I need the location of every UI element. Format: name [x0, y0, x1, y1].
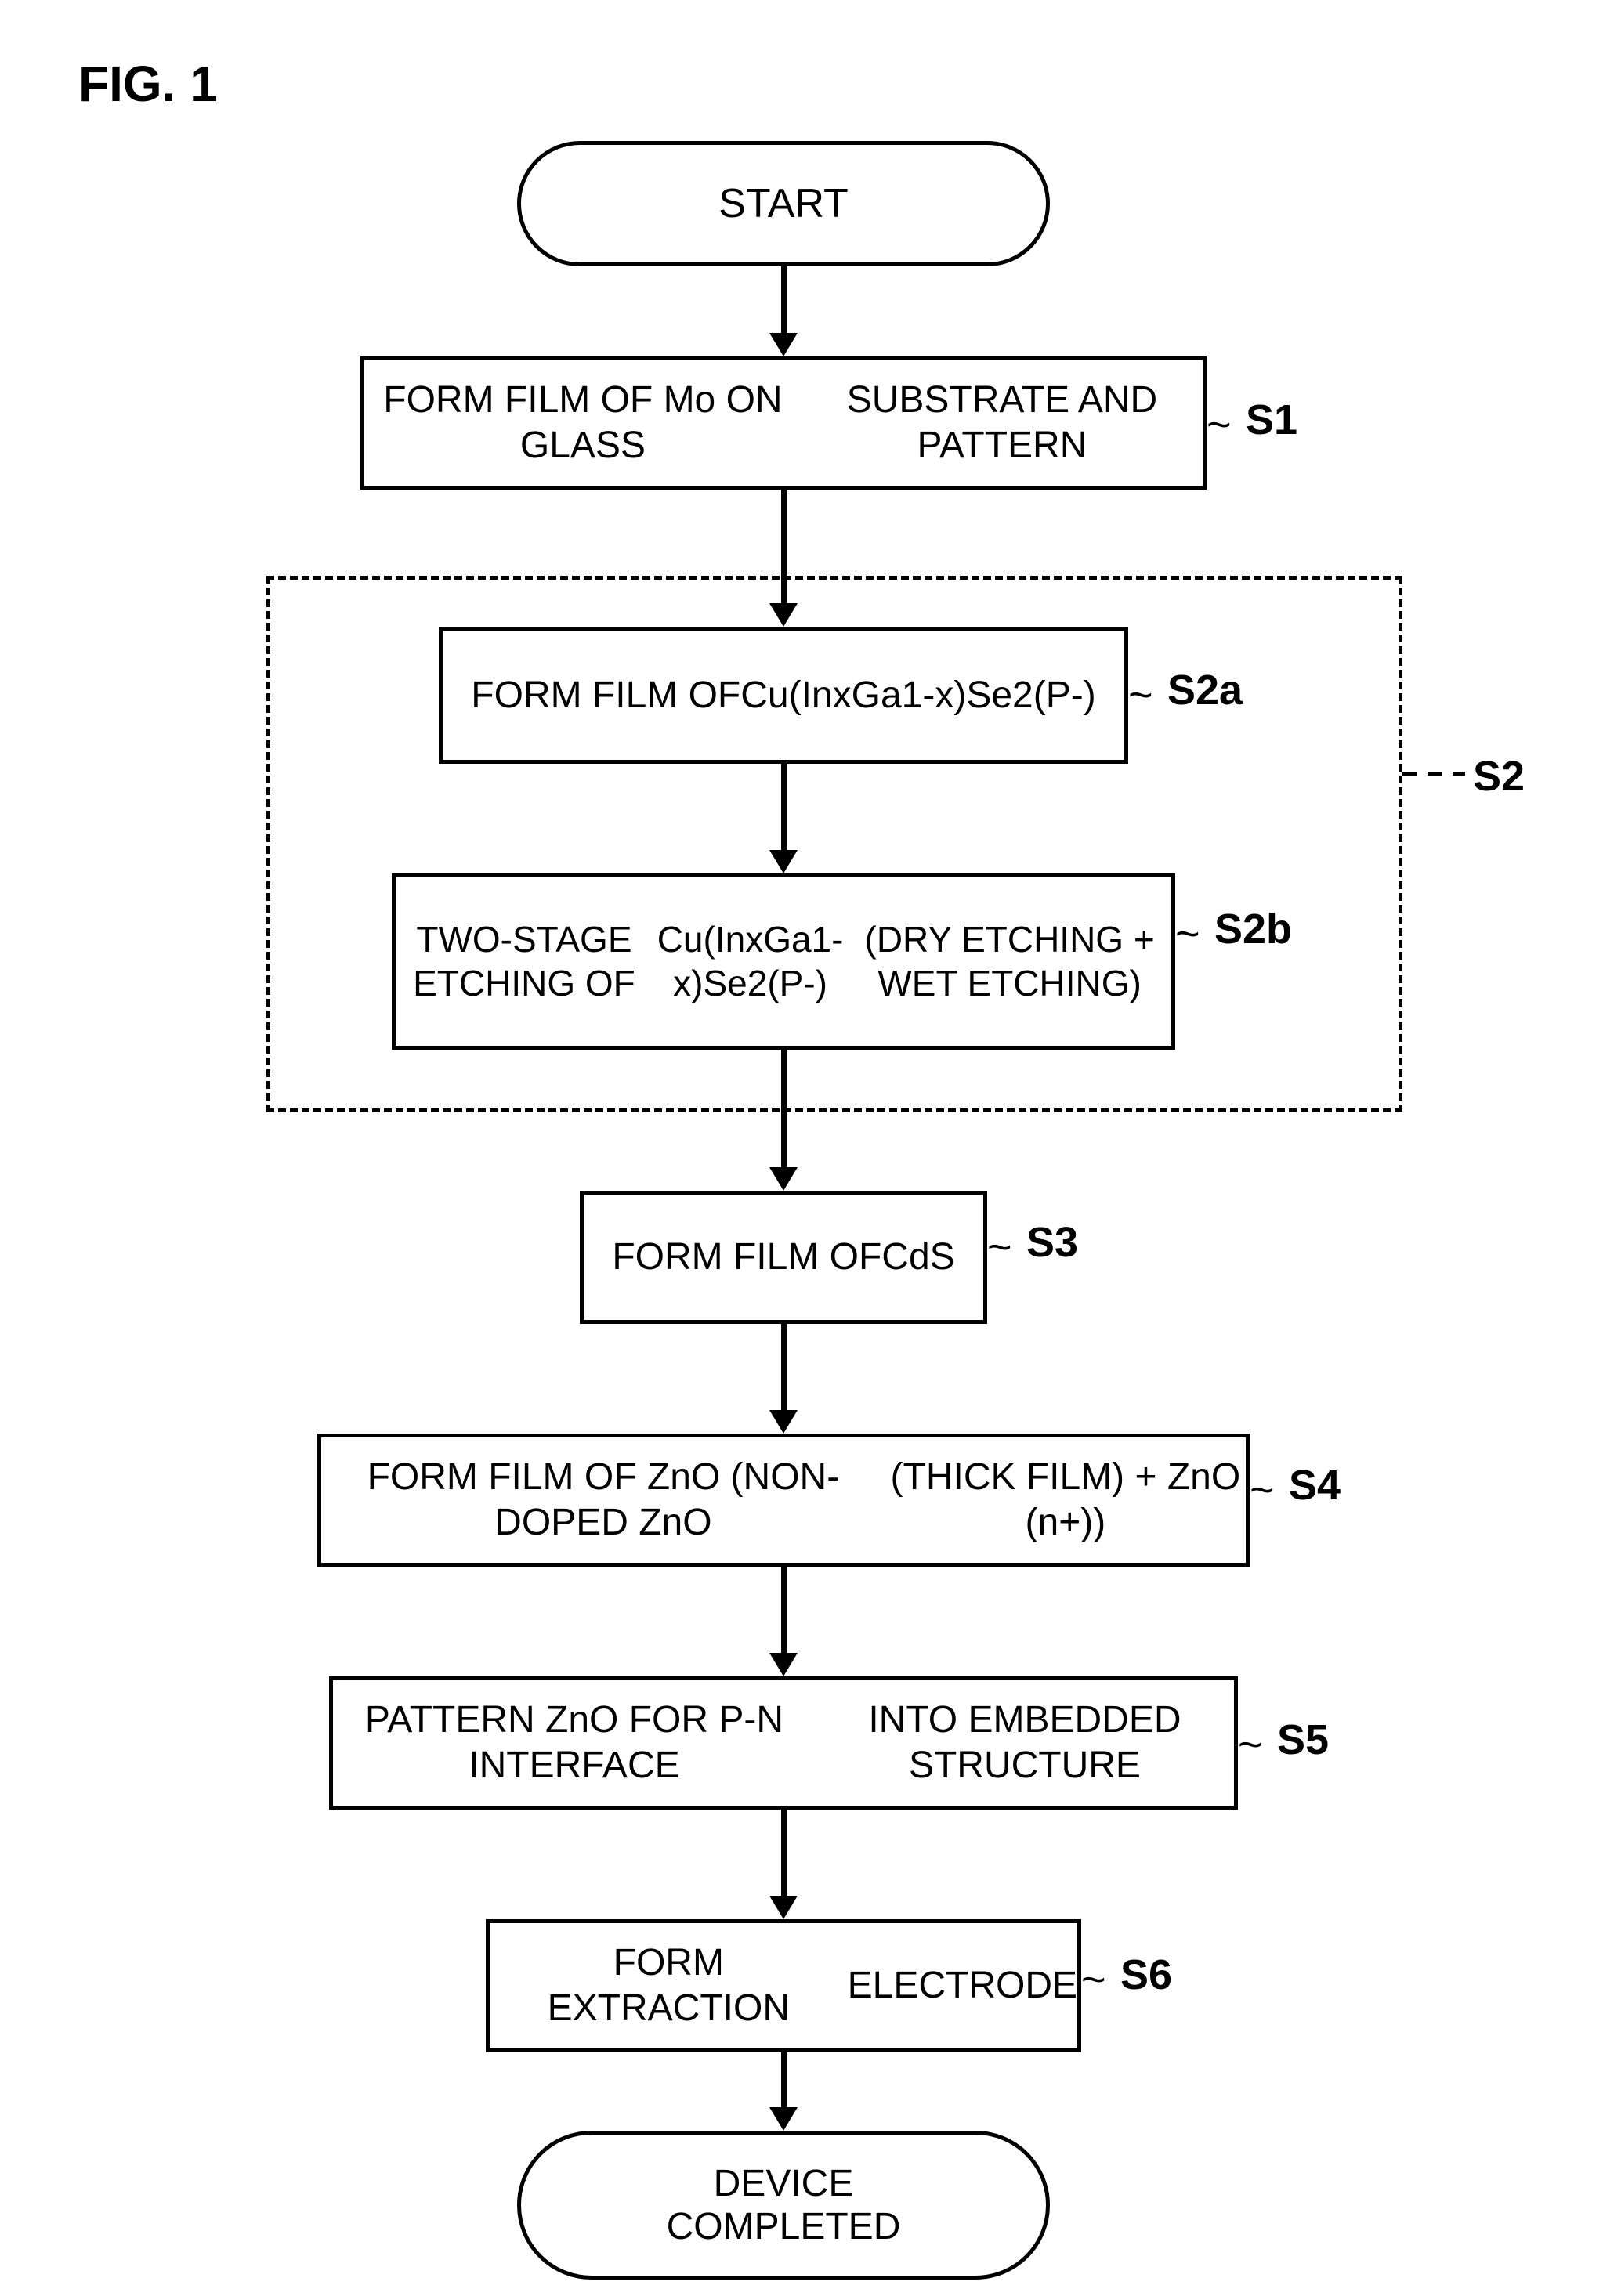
- terminator-start: START: [517, 141, 1050, 266]
- arrow-head-6: [769, 1896, 798, 1919]
- process-s4: FORM FILM OF ZnO (NON-DOPED ZnO(THICK FI…: [317, 1434, 1250, 1567]
- arrow-line-4: [781, 1324, 787, 1410]
- arrow-line-6: [781, 1810, 787, 1896]
- arrow-line-2: [781, 764, 787, 850]
- connector-s4: ~: [1250, 1466, 1275, 1514]
- step-label-s6: S6: [1120, 1951, 1172, 1999]
- process-s6: FORM EXTRACTIONELECTRODE: [486, 1919, 1081, 2052]
- terminator-end: DEVICE COMPLETED: [517, 2131, 1050, 2280]
- arrow-line-0: [781, 266, 787, 333]
- arrow-line-3: [781, 1050, 787, 1167]
- group-leader-dash: [1402, 772, 1417, 776]
- group-leader-dash: [1453, 772, 1465, 776]
- step-label-s4: S4: [1289, 1461, 1341, 1510]
- connector-s2b: ~: [1175, 909, 1200, 958]
- process-s3: FORM FILM OFCdS: [580, 1191, 987, 1324]
- group-s2: [266, 576, 1402, 1112]
- arrow-head-1: [769, 603, 798, 627]
- arrow-head-7: [769, 2107, 798, 2131]
- figure-title: FIG. 1: [78, 55, 218, 113]
- arrow-line-5: [781, 1567, 787, 1653]
- arrow-line-7: [781, 2052, 787, 2107]
- group-label-s2: S2: [1473, 752, 1525, 801]
- arrow-head-2: [769, 850, 798, 873]
- connector-s5: ~: [1238, 1720, 1263, 1769]
- arrow-head-4: [769, 1410, 798, 1434]
- connector-s1: ~: [1207, 400, 1232, 449]
- arrow-head-3: [769, 1167, 798, 1191]
- process-s5: PATTERN ZnO FOR P-N INTERFACEINTO EMBEDD…: [329, 1676, 1238, 1810]
- arrow-head-0: [769, 333, 798, 356]
- process-s1: FORM FILM OF Mo ON GLASSSUBSTRATE AND PA…: [360, 356, 1207, 490]
- group-leader-dash: [1428, 772, 1442, 776]
- step-label-s2a: S2a: [1167, 666, 1243, 714]
- step-label-s5: S5: [1277, 1716, 1329, 1764]
- step-label-s2b: S2b: [1214, 905, 1292, 953]
- step-label-s3: S3: [1026, 1218, 1078, 1267]
- connector-s3: ~: [987, 1223, 1012, 1271]
- arrow-line-1: [781, 490, 787, 603]
- step-label-s1: S1: [1246, 396, 1297, 444]
- connector-s2a: ~: [1128, 671, 1153, 719]
- arrow-head-5: [769, 1653, 798, 1676]
- flowchart-canvas: FIG. 1 START FORM FILM OF Mo ON GLASSSUB…: [0, 0, 1603, 2296]
- connector-s6: ~: [1081, 1955, 1106, 2004]
